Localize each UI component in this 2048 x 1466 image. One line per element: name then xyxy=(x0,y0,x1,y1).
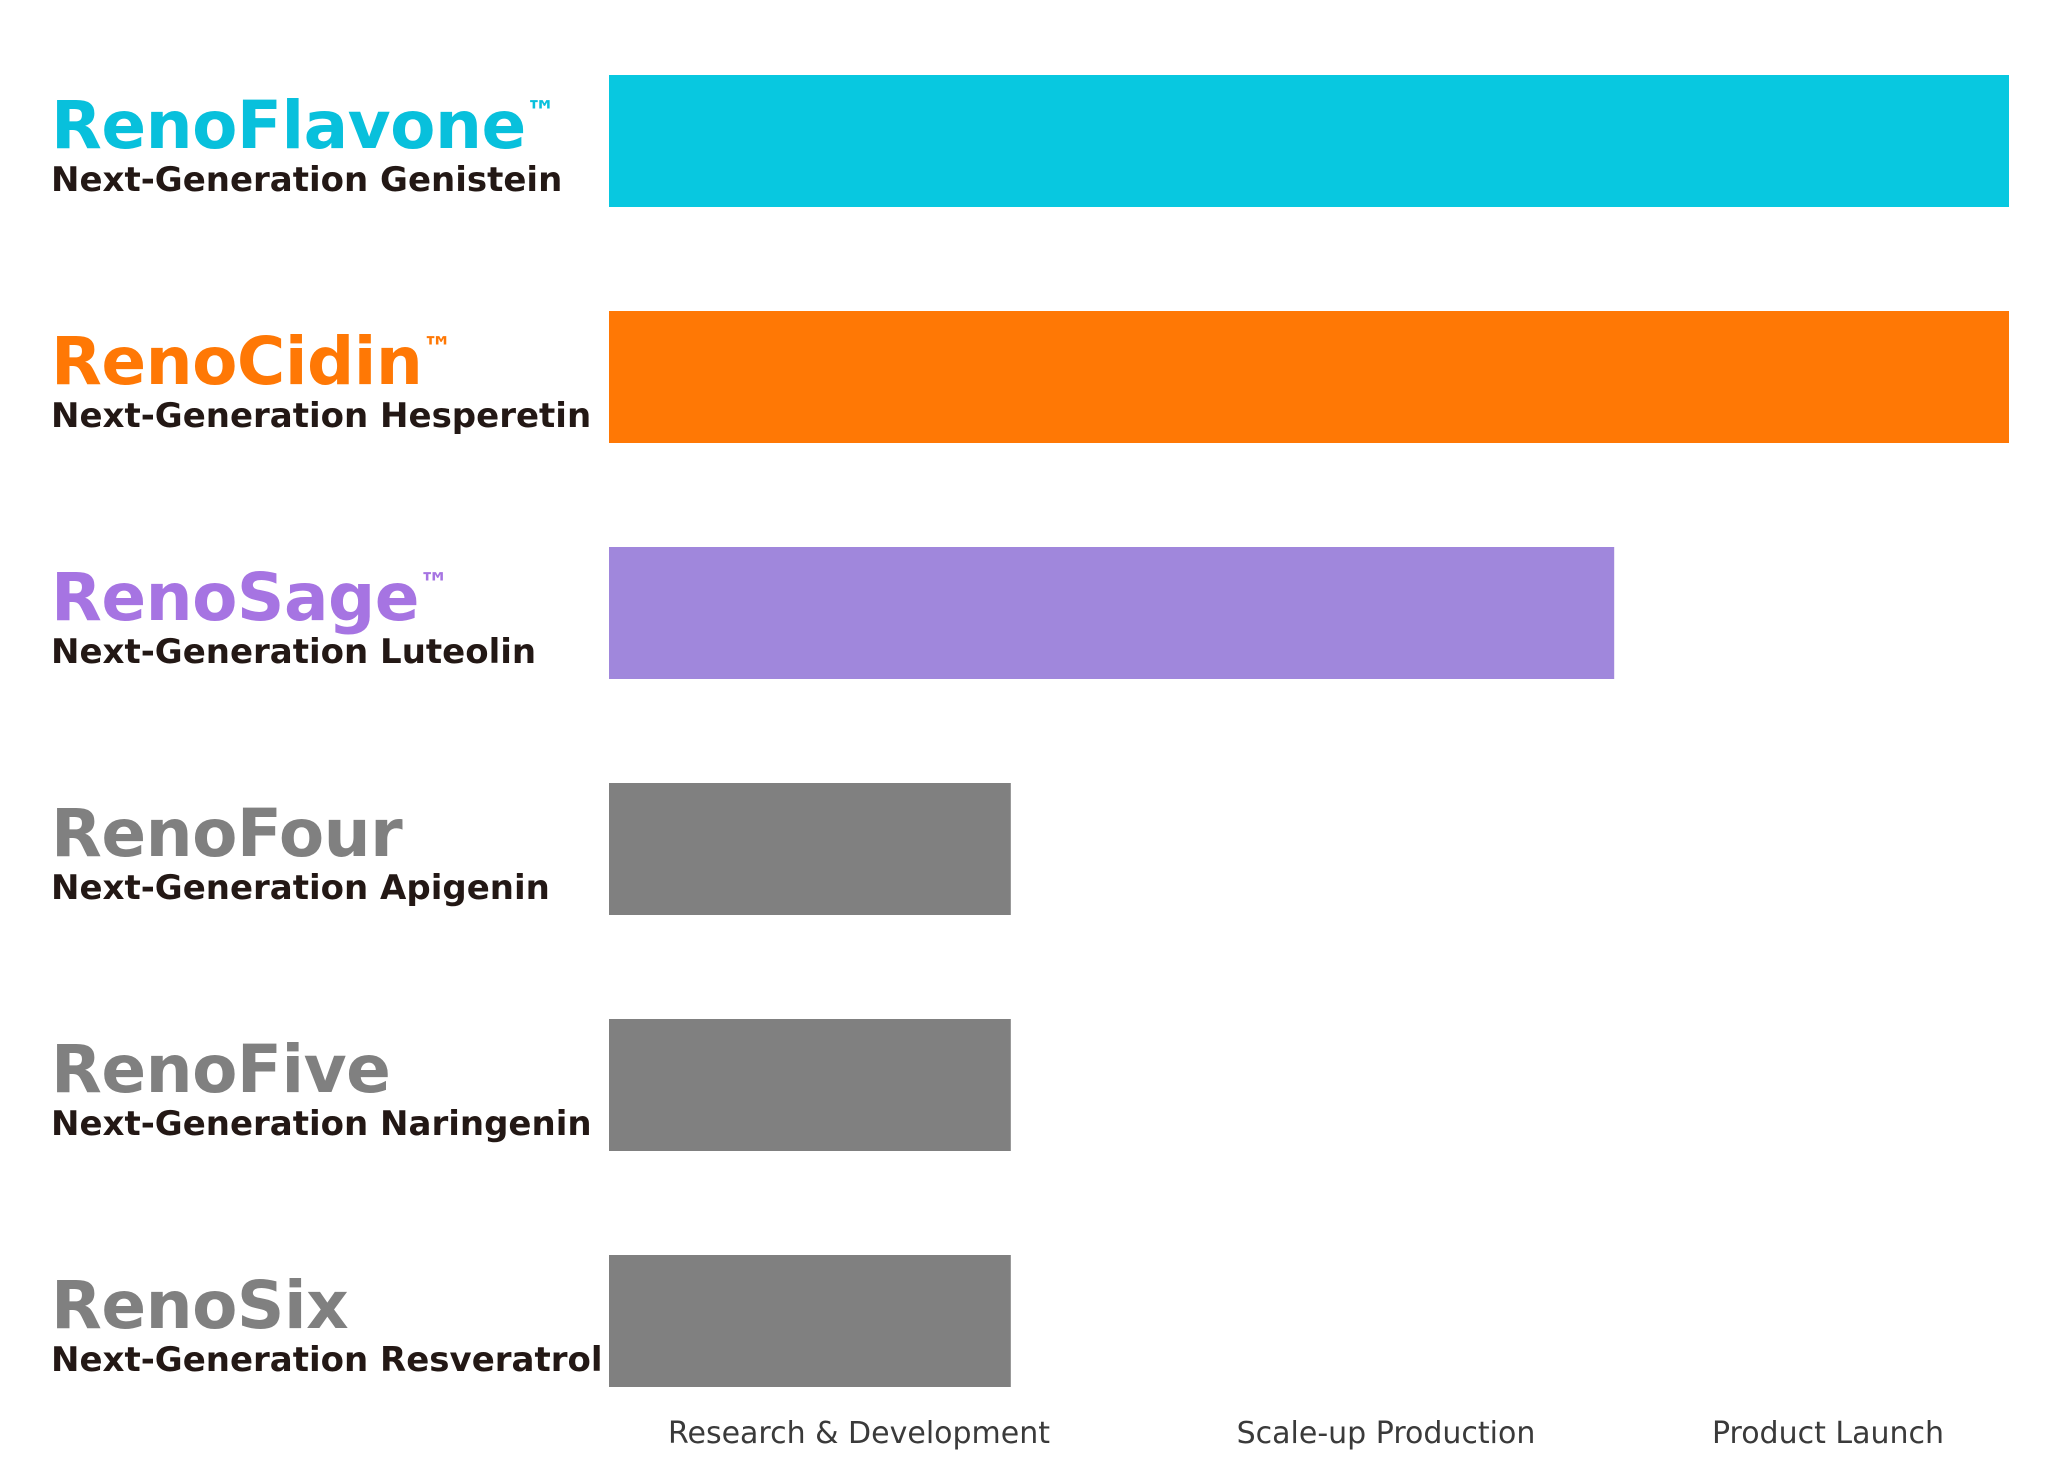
progress-bar xyxy=(609,1019,1011,1151)
product-subtitle: Next-Generation Naringenin xyxy=(51,1104,592,1144)
trademark-mark: ™ xyxy=(419,567,449,602)
product-name: RenoSix xyxy=(51,1267,348,1344)
product-name-text: RenoCidin xyxy=(51,323,422,400)
product-subtitle: Next-Generation Luteolin xyxy=(51,632,536,672)
product-subtitle: Next-Generation Resveratrol xyxy=(51,1340,603,1380)
product-name: RenoFour xyxy=(51,795,403,872)
product-name-text: RenoFour xyxy=(51,795,403,872)
product-subtitle: Next-Generation Genistein xyxy=(51,160,562,200)
product-name-text: RenoSix xyxy=(51,1267,348,1344)
trademark-mark: ™ xyxy=(526,95,556,130)
product-subtitle: Next-Generation Apigenin xyxy=(51,868,550,908)
stage-label: Product Launch xyxy=(1712,1416,1944,1451)
stage-label: Research & Development xyxy=(668,1416,1050,1451)
stage-label: Scale-up Production xyxy=(1237,1416,1536,1451)
progress-bar xyxy=(609,547,1615,679)
product-name: RenoFlavone™ xyxy=(51,87,555,164)
progress-bar xyxy=(609,311,2009,443)
product-subtitle: Next-Generation Hesperetin xyxy=(51,396,591,436)
progress-bar xyxy=(609,75,2009,207)
product-name: RenoFive xyxy=(51,1031,390,1108)
product-name: RenoCidin™ xyxy=(51,323,452,400)
progress-bar xyxy=(609,783,1011,915)
progress-bar xyxy=(609,1255,1011,1387)
stage-axis: Research & Development Scale-up Productio… xyxy=(668,1416,1944,1451)
product-name-text: RenoSage xyxy=(51,559,419,636)
product-name: RenoSage™ xyxy=(51,559,449,636)
product-name-text: RenoFlavone xyxy=(51,87,526,164)
product-name-text: RenoFive xyxy=(51,1031,390,1108)
trademark-mark: ™ xyxy=(422,331,452,366)
